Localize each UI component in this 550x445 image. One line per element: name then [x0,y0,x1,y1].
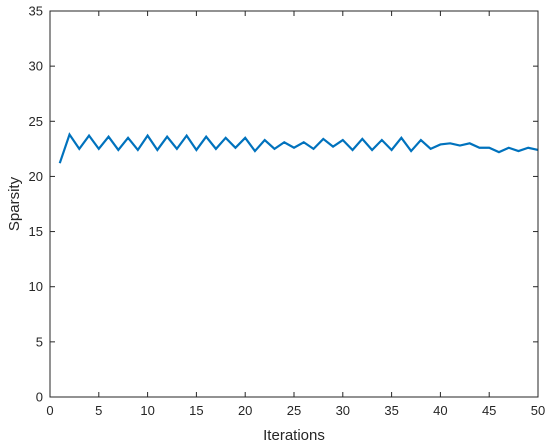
x-tick-label: 20 [238,403,252,418]
x-tick-label: 30 [336,403,350,418]
x-tick-label: 15 [189,403,203,418]
y-tick-label: 5 [36,334,43,349]
y-tick-label: 0 [36,390,43,405]
series-layer [58,132,539,164]
plot-area [50,11,538,397]
x-tick-label: 5 [95,403,102,418]
plot-frame [49,10,539,398]
x-tick-label: 50 [531,403,545,418]
x-tick-label: 10 [140,403,154,418]
x-tick-label: 0 [46,403,53,418]
x-tick-label: 35 [384,403,398,418]
y-axis-title: Sparsity [6,176,23,231]
x-tick-label: 45 [482,403,496,418]
x-tick-label: 25 [287,403,301,418]
y-tick-label: 30 [29,59,43,74]
x-axis-title: Iterations [263,427,325,444]
x-tick-label: 40 [433,403,447,418]
series-line-0 [58,132,539,164]
ticks-layer: 0 5 10 15 20 25 30 35 40 45 50 0 5 10 15 20 25 30 35 [29,4,546,419]
y-tick-label: 25 [29,114,43,129]
y-tick-label: 20 [29,169,43,184]
y-tick-label: 35 [29,4,43,19]
y-tick-label: 10 [29,279,43,294]
y-tick-label: 15 [29,224,43,239]
